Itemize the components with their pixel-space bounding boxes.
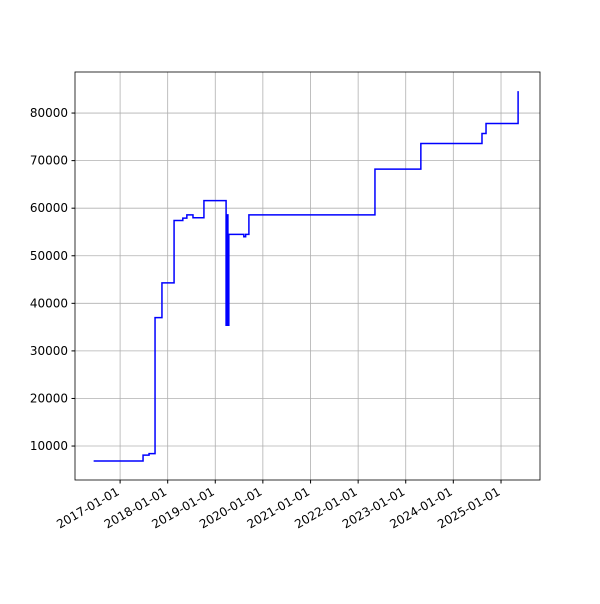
y-tick-label: 20000 (30, 391, 68, 405)
y-tick-label: 50000 (30, 249, 68, 263)
y-tick-label: 10000 (30, 439, 68, 453)
y-tick-label: 30000 (30, 344, 68, 358)
y-tick-label: 70000 (30, 154, 68, 168)
data-line (93, 91, 519, 462)
y-tick-label: 40000 (30, 296, 68, 310)
y-tick-label: 60000 (30, 201, 68, 215)
plot-frame (74, 71, 541, 481)
y-tick-label: 80000 (30, 106, 68, 120)
